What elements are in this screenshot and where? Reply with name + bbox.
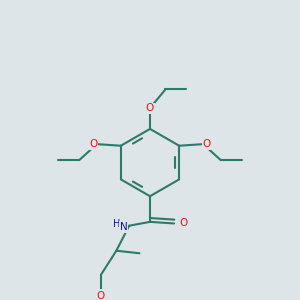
Text: O: O (89, 139, 98, 149)
Text: O: O (146, 103, 154, 113)
Text: N: N (119, 222, 127, 232)
Text: O: O (202, 139, 211, 149)
Text: O: O (179, 218, 187, 227)
Text: H: H (113, 219, 121, 230)
Text: O: O (97, 291, 105, 300)
